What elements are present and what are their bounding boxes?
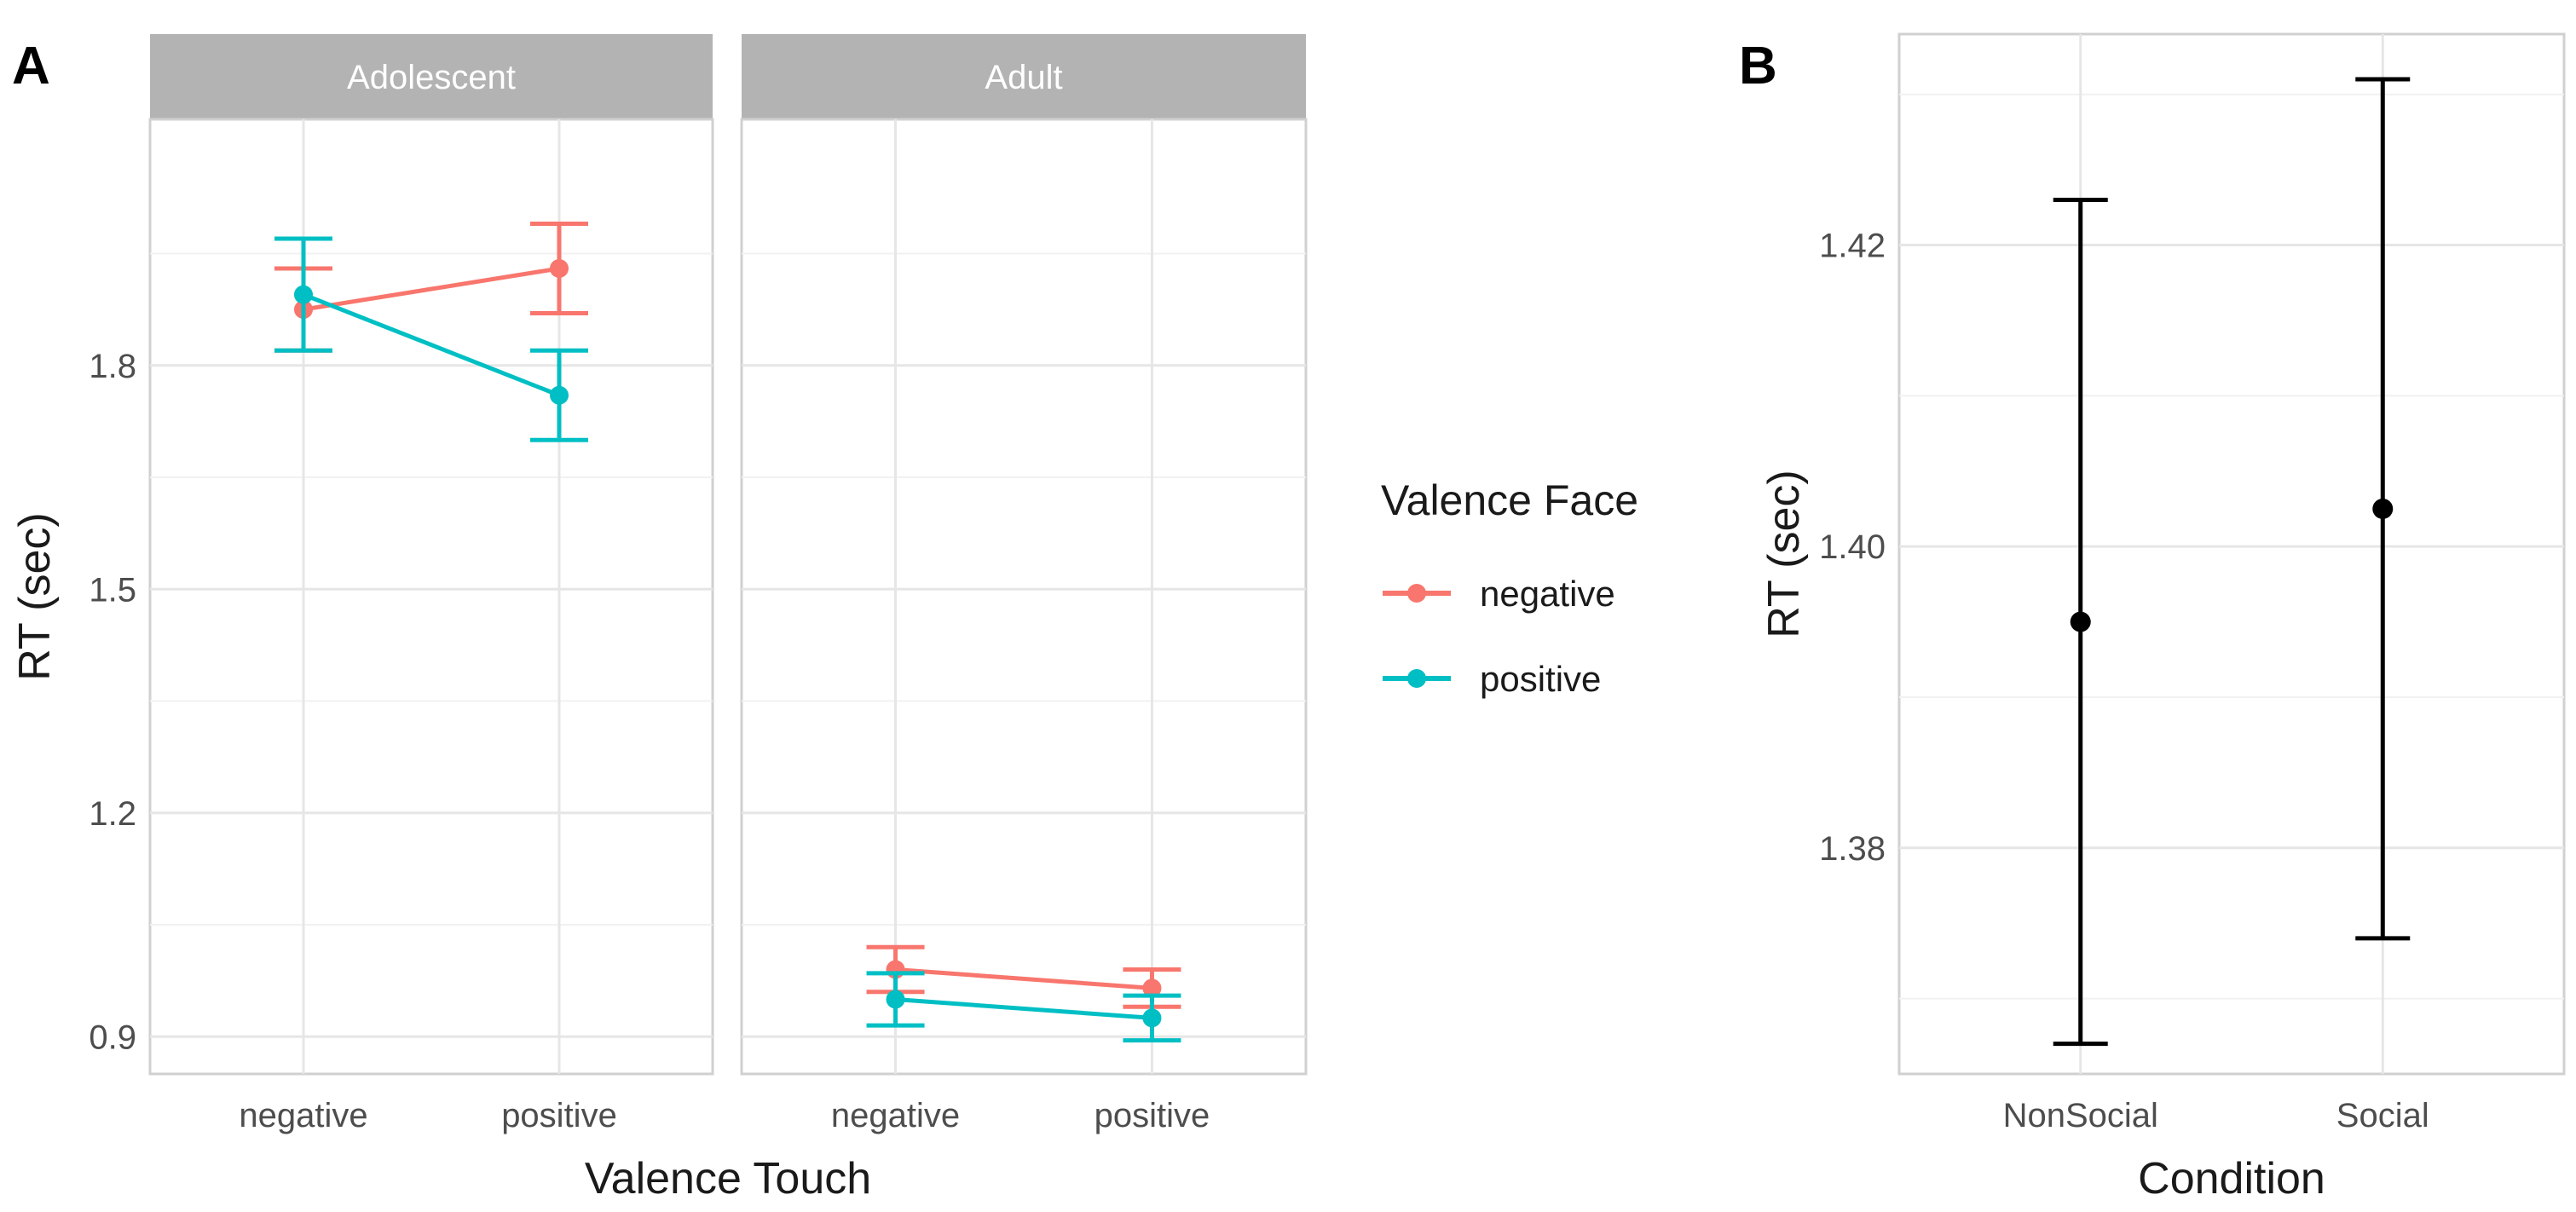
x-axis-ticks-b: NonSocial Social (2003, 1097, 2429, 1134)
series-line-positive-adolescent (303, 292, 560, 398)
facet-label-adult: Adult (985, 59, 1062, 96)
series-line-negative-adult (895, 967, 1152, 990)
y-tick-label: 1.5 (89, 571, 136, 609)
y-tick-label: 1.8 (89, 348, 136, 385)
panel-b (1897, 32, 2566, 1076)
legend-title: Valence Face (1381, 476, 1638, 524)
point-negative-adult-positive (1142, 978, 1162, 998)
x-axis-title-b: Condition (2138, 1154, 2325, 1203)
panel-a-tag: A (12, 37, 50, 95)
point-social (2372, 498, 2394, 519)
y-tick-label: 1.2 (89, 795, 136, 833)
facet-strip-adult (742, 34, 1306, 119)
legend-item-positive: positive (1383, 659, 1601, 699)
legend-key-positive-point (1407, 669, 1426, 688)
x-axis-title-a: Valence Touch (585, 1154, 871, 1203)
y-tick-label: 1.40 (1819, 528, 1886, 566)
y-tick-label: 1.42 (1819, 228, 1886, 265)
x-tick-label: negative (831, 1097, 960, 1134)
point-positive-adult-positive (1142, 1008, 1162, 1028)
y-axis-ticks-a: 0.9 1.2 1.5 1.8 (89, 348, 136, 1057)
x-tick-label: negative (239, 1097, 367, 1134)
facet-adult: Adult (740, 34, 1308, 1076)
legend: Valence Face negative positive (1381, 476, 1638, 699)
point-negative-adolescent-positive (550, 259, 569, 278)
point-positive-adolescent-negative (294, 285, 313, 304)
x-tick-label: NonSocial (2003, 1097, 2158, 1134)
facet-strip-adolescent (150, 34, 713, 119)
point-positive-adolescent-positive (550, 385, 569, 405)
y-axis-title-b: RT (sec) (1759, 470, 1809, 638)
x-axis-ticks-a: negative positive negative positive (239, 1097, 1210, 1134)
x-tick-label: Social (2336, 1097, 2429, 1134)
y-tick-label: 1.38 (1819, 830, 1886, 868)
x-tick-label: positive (501, 1097, 617, 1134)
y-tick-label: 0.9 (89, 1019, 136, 1056)
plot-panel-adult (740, 118, 1308, 1076)
legend-item-negative: negative (1383, 574, 1615, 614)
panel-b-tag: B (1739, 37, 1777, 95)
legend-label-negative: negative (1480, 574, 1615, 614)
facet-adolescent: Adolescent (148, 34, 714, 1076)
plot-panel-adolescent (148, 118, 714, 1076)
y-axis-title-a: RT (sec) (10, 512, 60, 680)
series-line-positive-adult (895, 997, 1152, 1020)
x-tick-label: positive (1095, 1097, 1210, 1134)
plot-panel-b (1897, 32, 2566, 1076)
y-axis-ticks-b: 1.38 1.40 1.42 (1819, 228, 1886, 868)
legend-key-negative-point (1407, 584, 1426, 603)
point-positive-adult-negative (886, 990, 905, 1009)
series-line-negative-adolescent (303, 266, 560, 312)
point-nonsocial (2070, 611, 2091, 632)
facet-label-adolescent: Adolescent (347, 59, 516, 96)
legend-label-positive: positive (1480, 659, 1601, 699)
